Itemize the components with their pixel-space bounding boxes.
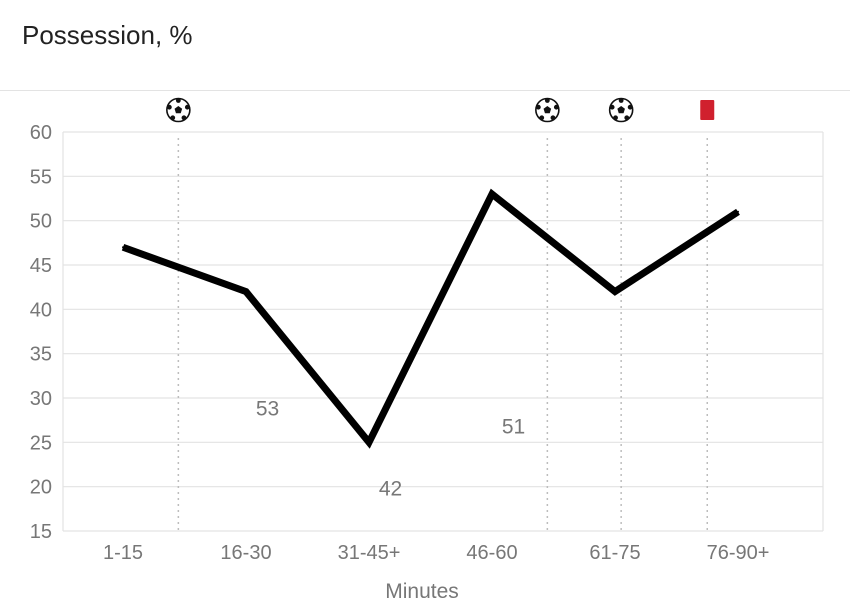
y-tick-label: 30 xyxy=(30,388,52,410)
ball-patch xyxy=(174,106,183,114)
possession-line xyxy=(121,188,740,449)
ball-patch xyxy=(609,104,615,110)
data-point xyxy=(245,290,247,293)
chart-title: Possession, % xyxy=(22,20,193,50)
ball-patch xyxy=(553,104,559,110)
series-layer xyxy=(121,188,740,449)
y-tick-label: 20 xyxy=(30,477,52,499)
event-markers xyxy=(166,97,715,531)
ball-patch xyxy=(617,106,625,114)
y-tick-label: 60 xyxy=(30,122,52,144)
ball-patch xyxy=(170,115,176,121)
data-point xyxy=(122,246,124,249)
y-tick-label: 15 xyxy=(30,521,52,543)
data-point xyxy=(491,193,493,196)
annotation-label: 51 xyxy=(502,415,525,438)
ball-patch xyxy=(550,115,556,121)
y-tick-label: 40 xyxy=(30,299,52,321)
ball-patch xyxy=(166,104,172,110)
y-tick-label: 55 xyxy=(30,166,52,188)
soccer-ball-icon xyxy=(535,97,560,123)
x-axis: 1-15 16-30 31-45+ 46-60 61-75 76-90+ xyxy=(103,542,769,564)
data-point xyxy=(368,441,370,444)
annotations: 53 42 51 xyxy=(256,398,525,501)
ball-patch xyxy=(624,115,630,121)
ball-patch xyxy=(184,104,190,110)
soccer-ball-icon xyxy=(608,97,634,123)
ball-patch xyxy=(544,98,550,103)
y-tick-label: 25 xyxy=(30,432,52,454)
x-tick-label: 61-75 xyxy=(589,542,640,564)
ball-patch xyxy=(535,104,541,110)
x-tick-label: 1-15 xyxy=(103,542,143,564)
annotation-label: 42 xyxy=(379,478,402,501)
annotation-label: 53 xyxy=(256,398,279,421)
ball-patch xyxy=(539,115,545,121)
ball-patch xyxy=(613,115,618,121)
header-divider xyxy=(0,90,850,91)
ball-patch xyxy=(181,115,187,121)
y-tick-label: 35 xyxy=(30,344,52,366)
ball-patch xyxy=(618,98,624,103)
red-card-icon xyxy=(700,100,715,120)
ball-patch xyxy=(543,106,552,114)
ball-patch xyxy=(627,104,633,110)
ball-patch xyxy=(175,98,181,103)
grid-lines xyxy=(62,131,824,532)
y-tick-label: 50 xyxy=(30,211,52,233)
x-tick-label: 46-60 xyxy=(466,542,517,564)
x-tick-label: 76-90+ xyxy=(707,542,770,564)
x-tick-label: 16-30 xyxy=(220,542,271,564)
soccer-ball-icon xyxy=(166,97,191,123)
y-axis: 15 20 25 30 35 40 45 50 55 60 xyxy=(30,122,52,543)
data-point xyxy=(737,210,739,213)
data-point xyxy=(614,290,616,293)
x-axis-label: Minutes xyxy=(385,580,459,603)
x-tick-label: 31-45+ xyxy=(338,542,401,564)
y-tick-label: 45 xyxy=(30,255,52,277)
